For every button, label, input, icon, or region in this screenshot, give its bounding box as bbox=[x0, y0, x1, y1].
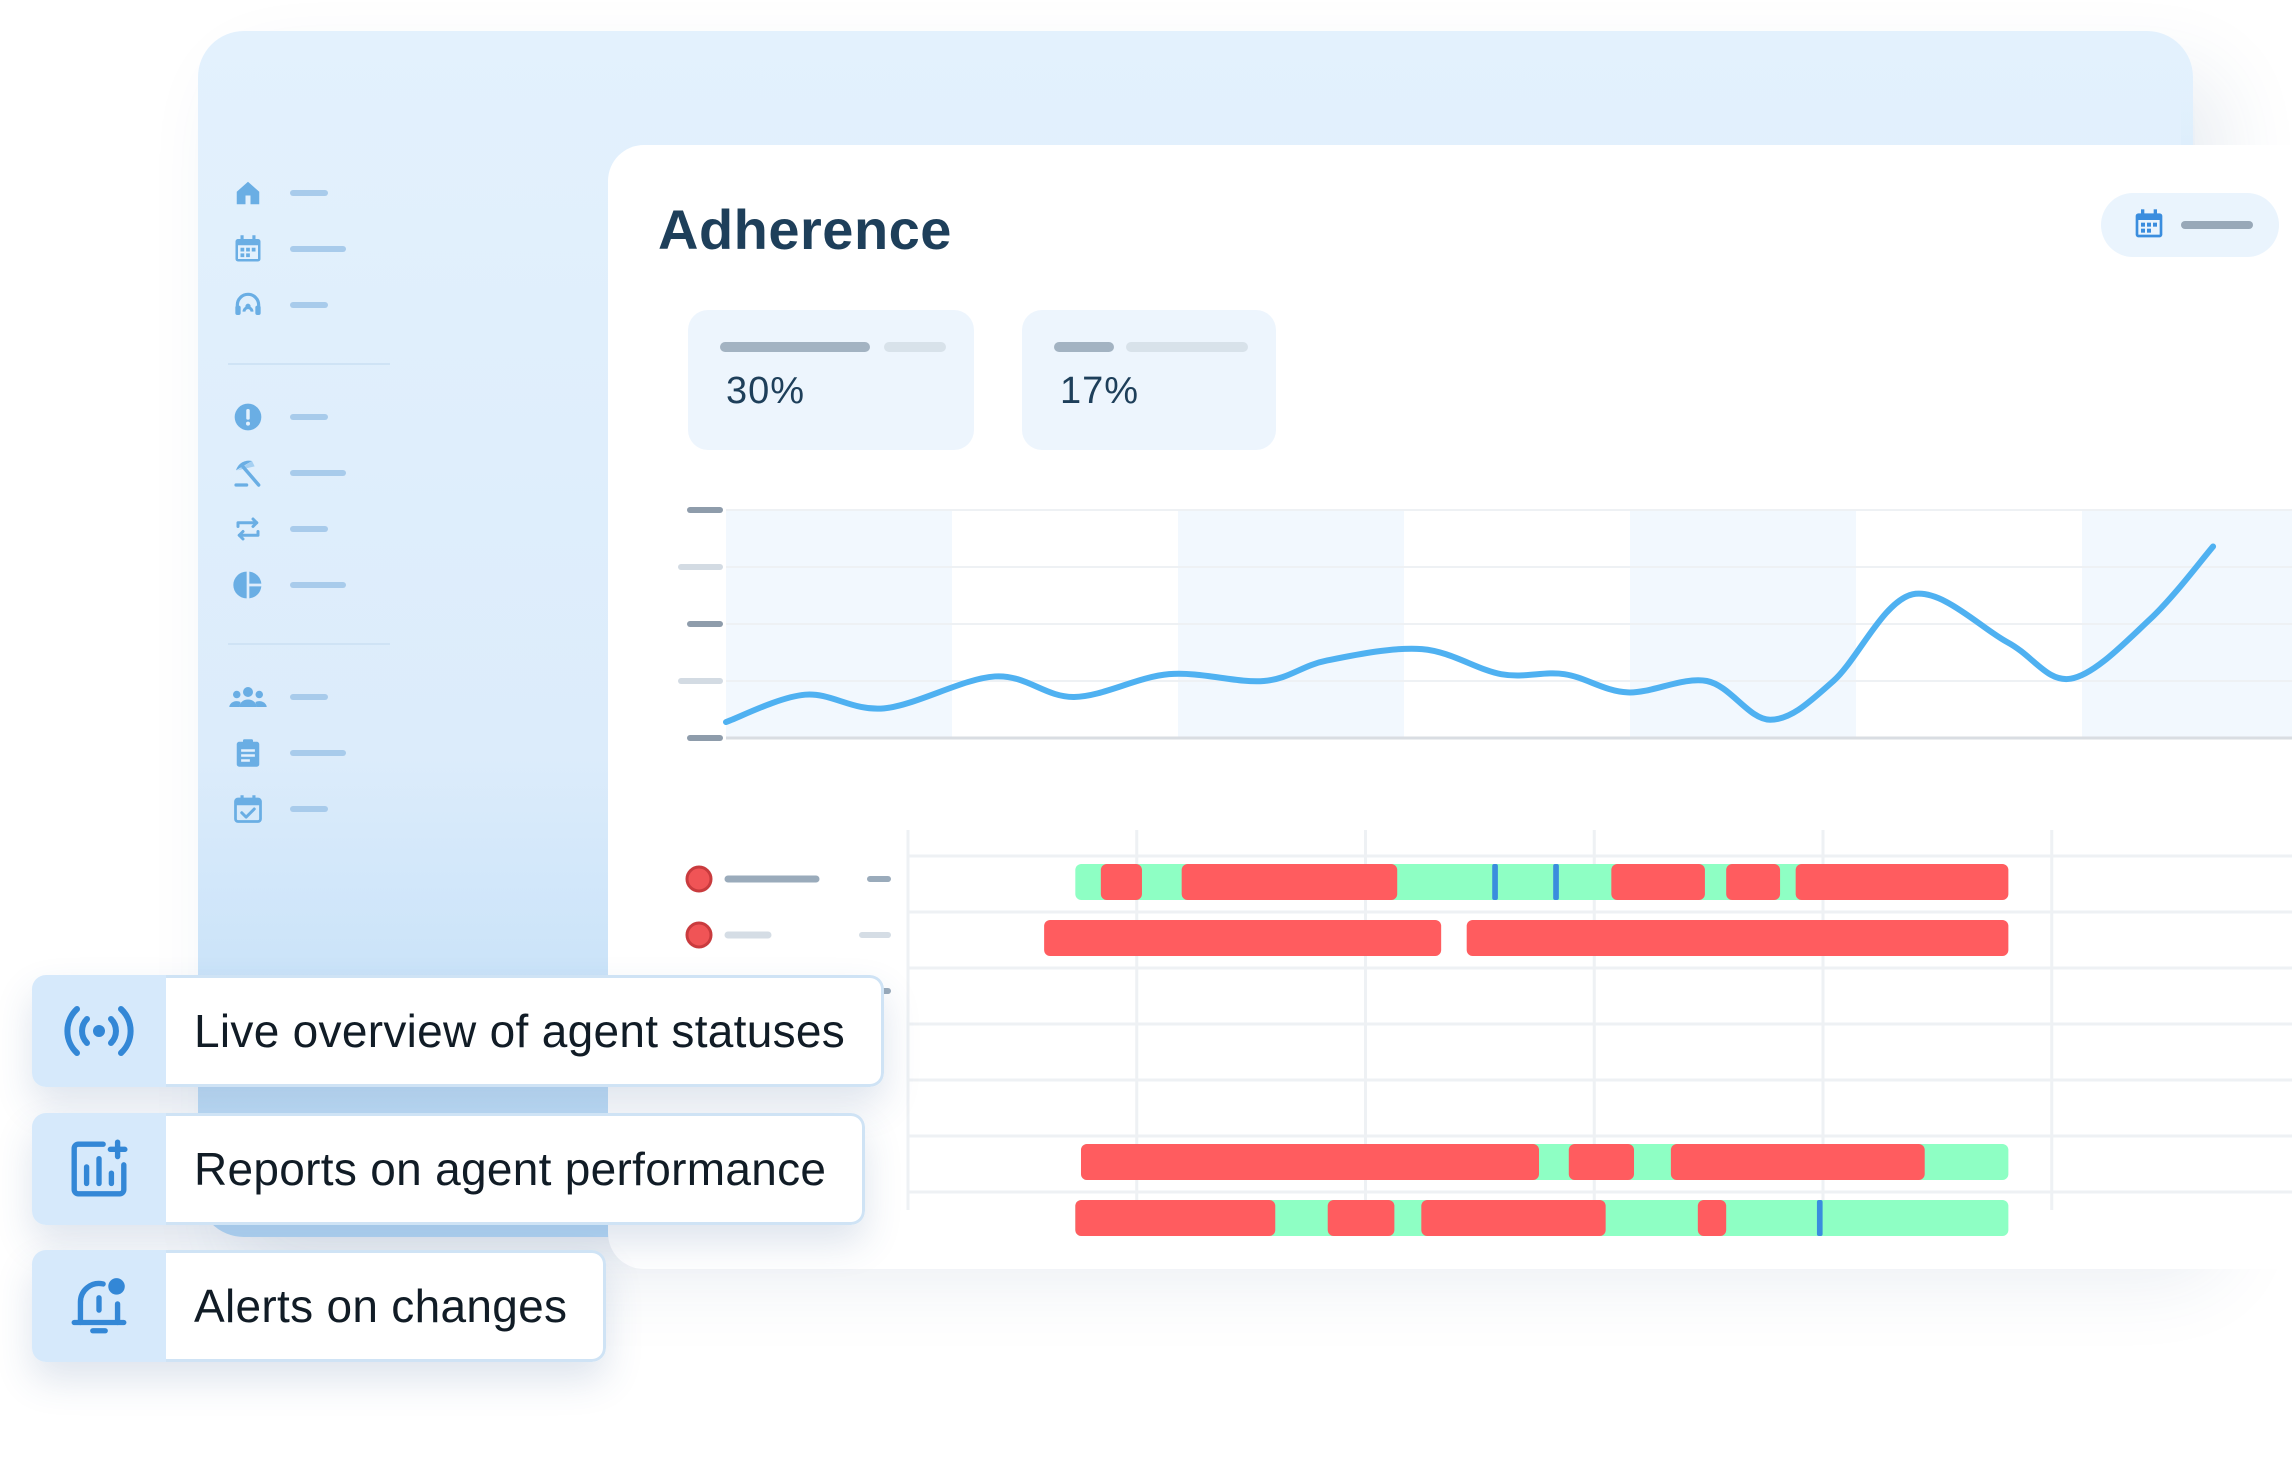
sidebar-label-placeholder bbox=[290, 694, 328, 700]
page-title: Adherence bbox=[658, 198, 952, 261]
status-segment-red bbox=[1044, 920, 1442, 956]
stat-card: 17% bbox=[1022, 310, 1276, 450]
calendar-icon bbox=[228, 229, 268, 269]
sidebar-item-schedule[interactable] bbox=[228, 789, 328, 829]
feature-live-overview: Live overview of agent statuses bbox=[32, 975, 885, 1087]
bell-dot-icon bbox=[32, 1250, 166, 1362]
sidebar-label-placeholder bbox=[290, 806, 328, 812]
calendar-check-icon bbox=[228, 789, 268, 829]
status-segment-red bbox=[1075, 1200, 1276, 1236]
stat-label-placeholder bbox=[884, 342, 946, 352]
status-marker-blue bbox=[1553, 864, 1559, 900]
broadcast-icon bbox=[32, 975, 166, 1087]
status-segment-red bbox=[1697, 1200, 1727, 1236]
sidebar-label-placeholder bbox=[290, 414, 328, 420]
swap-icon bbox=[228, 509, 268, 549]
pie-chart-icon bbox=[228, 565, 268, 605]
status-segment-red bbox=[1080, 1144, 1540, 1180]
status-segment-red bbox=[1611, 864, 1705, 900]
status-segment-red bbox=[1726, 864, 1781, 900]
status-segment-red bbox=[1327, 1200, 1395, 1236]
app-window: Adherence 30% 17% bbox=[198, 31, 2292, 1269]
sidebar-label-placeholder bbox=[290, 246, 346, 252]
date-range-placeholder bbox=[2181, 221, 2253, 229]
stat-value: 17% bbox=[1060, 370, 1140, 412]
status-segment-red bbox=[1670, 1144, 1925, 1180]
sidebar-label-placeholder bbox=[290, 582, 346, 588]
status-segment-red bbox=[1568, 1144, 1635, 1180]
sidebar-item-alerts[interactable] bbox=[228, 397, 328, 437]
sidebar-label-placeholder bbox=[290, 302, 328, 308]
calendar-icon bbox=[2133, 208, 2165, 242]
status-marker-blue bbox=[1492, 864, 1498, 900]
feature-reports: Reports on agent performance bbox=[32, 1113, 866, 1225]
status-segment-red bbox=[1100, 864, 1142, 900]
status-marker-blue bbox=[1816, 1200, 1823, 1236]
status-segment-red bbox=[1466, 920, 2009, 956]
sidebar-item-calendar[interactable] bbox=[228, 229, 346, 269]
feature-alerts: Alerts on changes bbox=[32, 1250, 607, 1362]
status-segment-red bbox=[1181, 864, 1398, 900]
sidebar-label-placeholder bbox=[290, 526, 328, 532]
stat-value: 30% bbox=[726, 370, 806, 412]
stat-label-placeholder bbox=[1126, 342, 1248, 352]
sidebar-label-placeholder bbox=[290, 750, 346, 756]
sidebar-item-reports[interactable] bbox=[228, 565, 346, 605]
team-icon bbox=[228, 677, 268, 717]
agent-status-timeline bbox=[685, 830, 2292, 1236]
sidebar-item-swaps[interactable] bbox=[228, 509, 328, 549]
adherence-series-line bbox=[723, 543, 2217, 726]
adherence-panel: Adherence 30% 17% bbox=[608, 145, 2292, 1269]
sidebar-item-home[interactable] bbox=[228, 173, 328, 213]
agent-status-dot bbox=[685, 921, 713, 949]
sidebar-divider bbox=[228, 643, 390, 645]
chart-plus-icon bbox=[32, 1113, 166, 1225]
feature-label: Reports on agent performance bbox=[166, 1113, 866, 1225]
sidebar-item-team[interactable] bbox=[228, 677, 328, 717]
feature-label: Alerts on changes bbox=[166, 1250, 607, 1362]
refresh-icon[interactable] bbox=[2288, 209, 2292, 243]
sidebar-label-placeholder bbox=[290, 470, 346, 476]
stat-label-placeholder bbox=[720, 342, 870, 352]
sidebar-item-requests[interactable] bbox=[228, 733, 346, 773]
status-segment-red bbox=[1421, 1200, 1606, 1236]
stat-card: 30% bbox=[688, 310, 974, 450]
adherence-line-chart bbox=[678, 507, 2292, 741]
agent-status-dot bbox=[685, 865, 713, 893]
alert-icon bbox=[228, 397, 268, 437]
home-icon bbox=[228, 173, 268, 213]
sidebar-label-placeholder bbox=[290, 190, 328, 196]
stat-label-placeholder bbox=[1054, 342, 1114, 352]
sidebar-divider bbox=[228, 363, 390, 365]
headset-icon bbox=[228, 285, 268, 325]
date-picker[interactable] bbox=[2101, 193, 2279, 257]
clipboard-icon bbox=[228, 733, 268, 773]
sidebar-item-support[interactable] bbox=[228, 285, 328, 325]
status-segment-red bbox=[1795, 864, 2009, 900]
feature-label: Live overview of agent statuses bbox=[166, 975, 885, 1087]
beach-umbrella-icon bbox=[228, 453, 268, 493]
sidebar-item-absence[interactable] bbox=[228, 453, 346, 493]
